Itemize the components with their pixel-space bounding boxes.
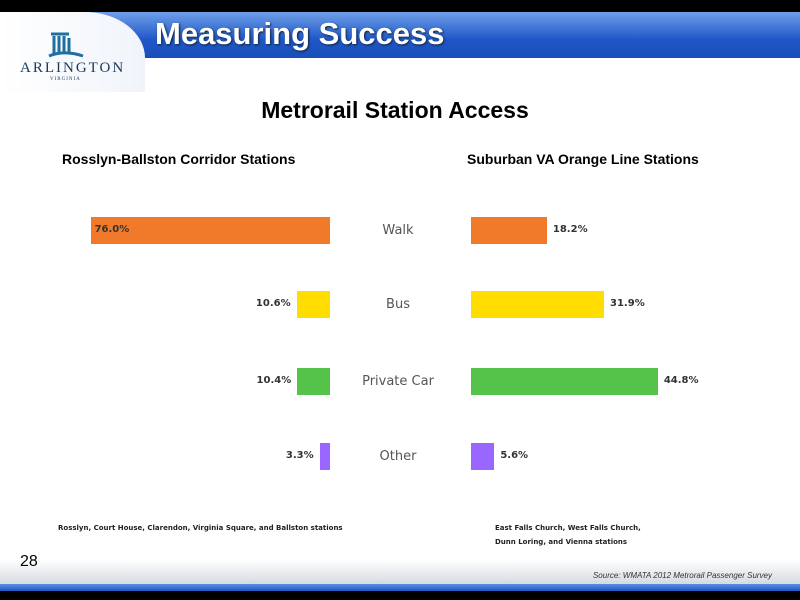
right-data-label-3: 5.6% [500, 450, 529, 461]
bottom-black-band [0, 591, 800, 600]
category-label-0: Walk [382, 223, 414, 238]
left-chart-title: Rosslyn-Ballston Corridor Stations [62, 151, 296, 167]
right-data-label-1: 31.9% [610, 298, 645, 309]
right-chart-title: Suburban VA Orange Line Stations [467, 151, 699, 167]
footer [0, 560, 800, 584]
right-bar-0 [471, 217, 547, 244]
left-bar-0 [90, 217, 330, 244]
page-number: 28 [20, 553, 38, 570]
right-chart-note-line1: East Falls Church, West Falls Church, [495, 524, 641, 532]
right-chart-note-line2: Dunn Loring, and Vienna stations [495, 538, 628, 546]
left-bar-3 [319, 443, 330, 470]
left-data-label-1: 10.6% [255, 298, 291, 309]
right-data-label-2: 44.8% [663, 375, 699, 386]
header-title: Measuring Success [155, 16, 445, 51]
category-label-2: Private Car [362, 374, 434, 389]
logo-text: ARLINGTON [20, 60, 126, 76]
logo-subtext: VIRGINIA [50, 77, 81, 82]
right-bar-2 [471, 368, 658, 395]
slide-title: Metrorail Station Access [261, 97, 529, 123]
source-note: Source: WMATA 2012 Metrorail Passenger S… [592, 571, 772, 580]
right-data-label-0: 18.2% [552, 224, 588, 235]
category-label-3: Other [379, 449, 417, 464]
left-data-label-3: 3.3% [285, 450, 314, 461]
logo-area [0, 12, 145, 92]
top-band [0, 0, 800, 12]
left-data-label-2: 10.4% [256, 375, 292, 386]
left-bar-2 [297, 368, 330, 395]
right-bar-1 [471, 291, 605, 318]
left-chart-note: Rosslyn, Court House, Clarendon, Virgini… [58, 524, 343, 532]
category-label-1: Bus [386, 297, 410, 312]
bottom-blue-band [0, 584, 800, 591]
arlington-logo-icon [48, 32, 84, 58]
right-bar-3 [471, 443, 495, 470]
left-bar-1 [296, 291, 330, 318]
